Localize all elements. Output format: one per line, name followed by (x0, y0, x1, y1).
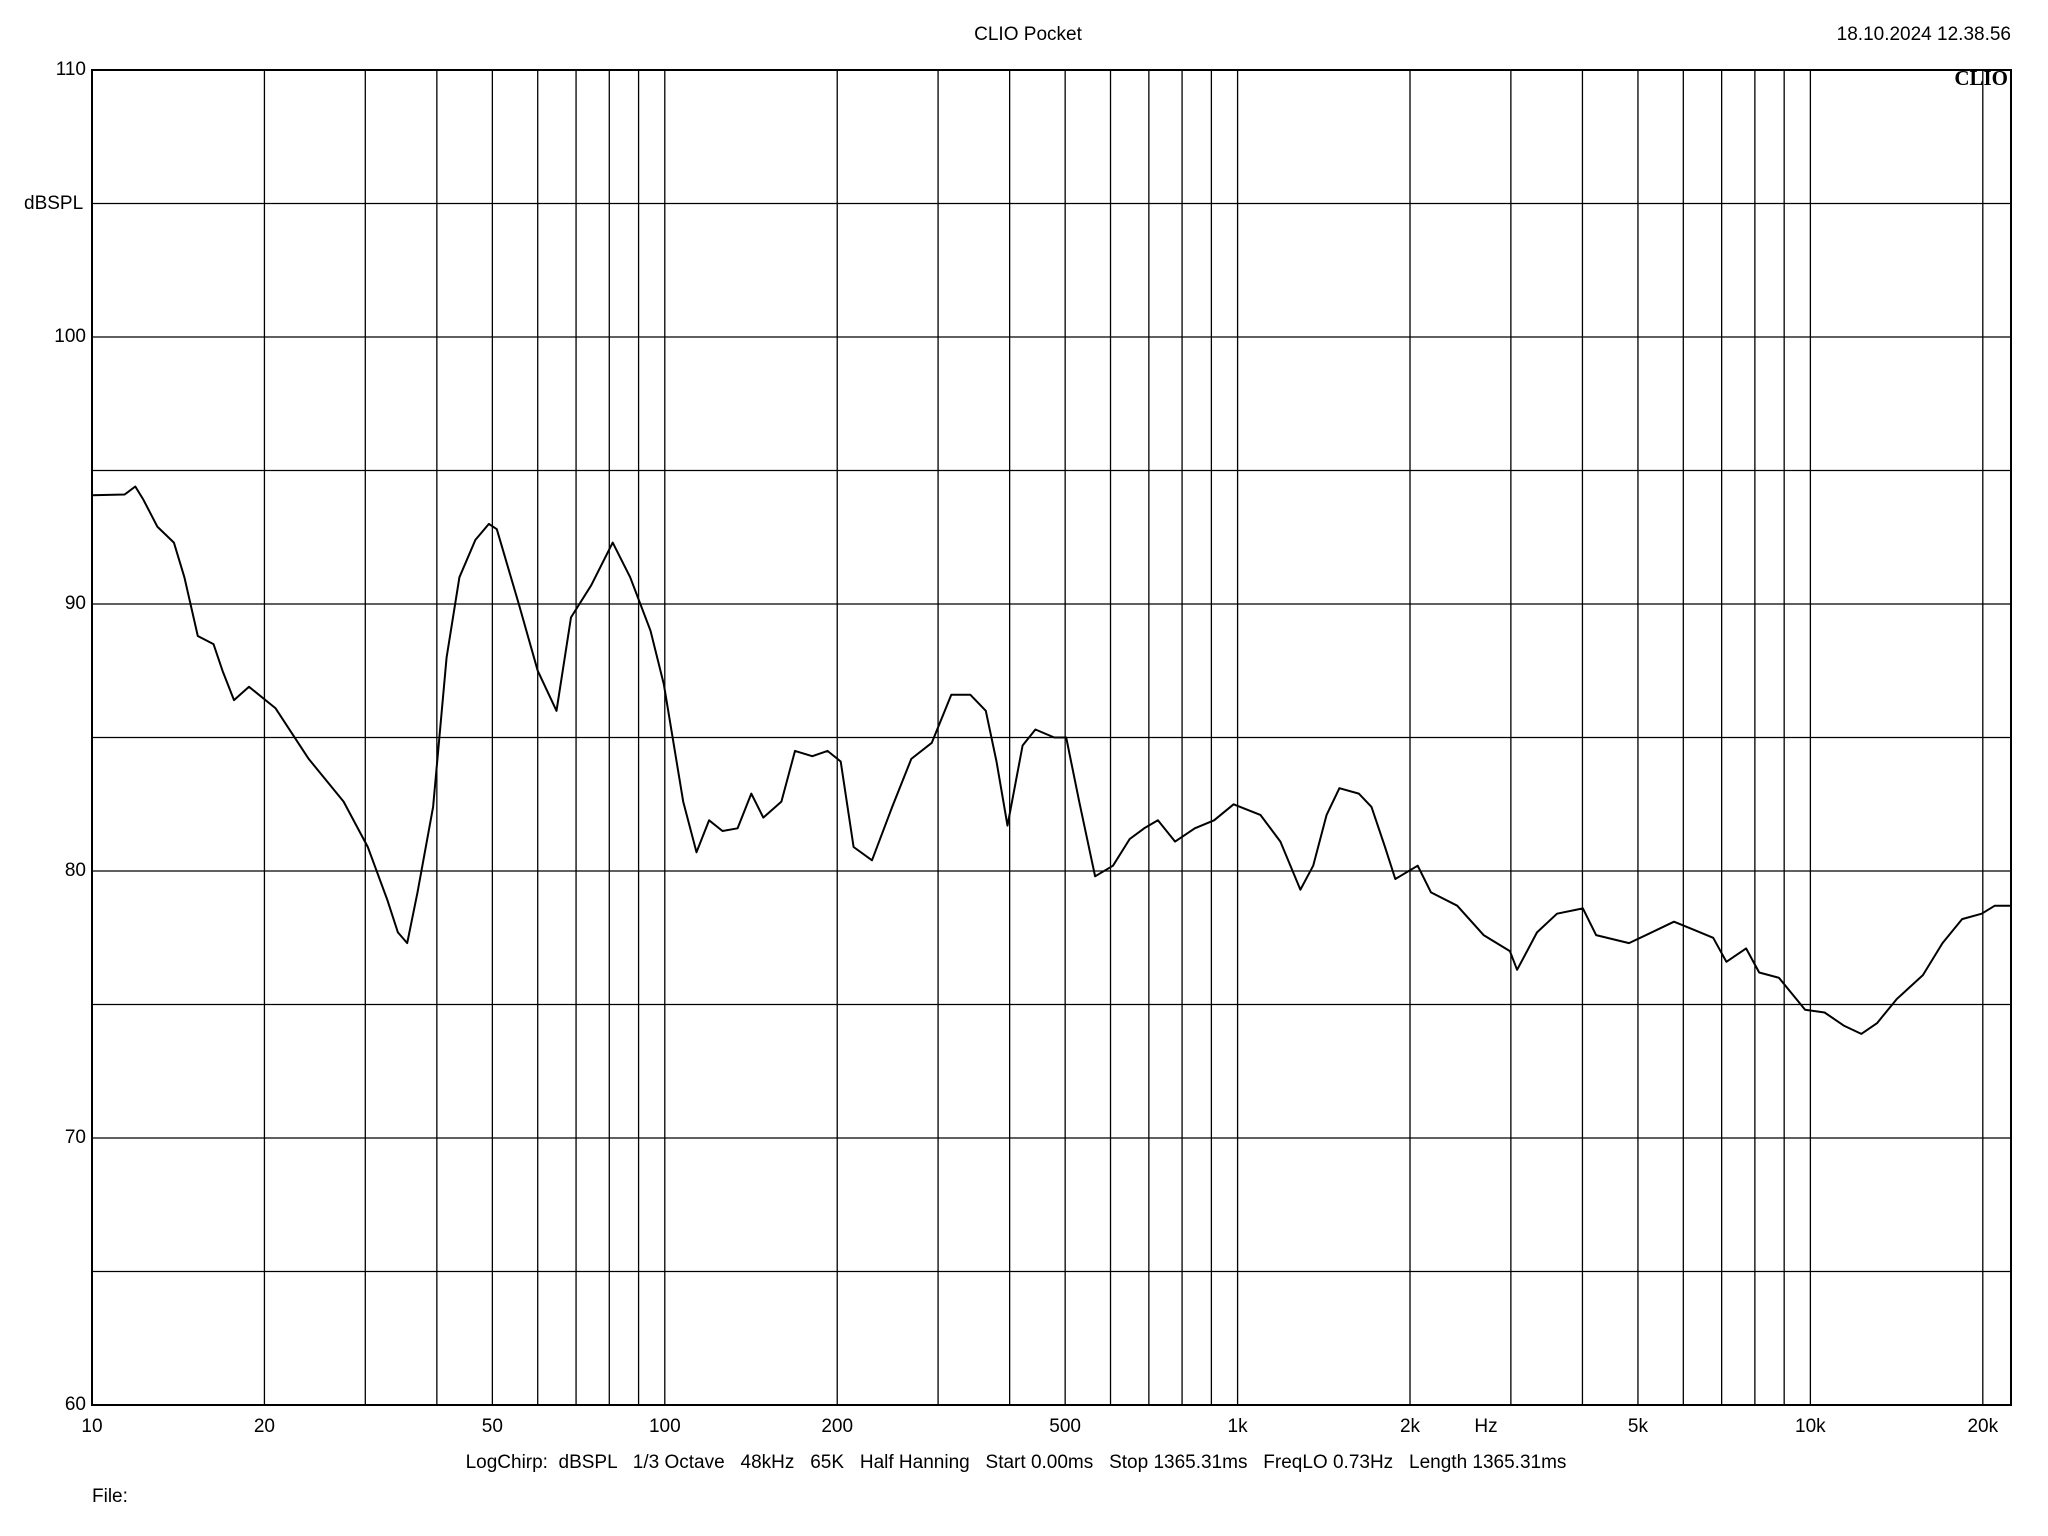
x-tick-label: 10 (81, 1416, 102, 1437)
x-axis-label: Hz (1474, 1416, 1497, 1437)
brand-logo: CLIO (1954, 66, 2008, 90)
x-tick-label: 20 (254, 1416, 275, 1437)
x-tick-label: 50 (482, 1416, 503, 1437)
footer: LogChirp: dBSPL 1/3 Octave 48kHz 65K Hal… (466, 1452, 1567, 1473)
response-line (91, 485, 2011, 1035)
y-tick-label: 70 (65, 1127, 86, 1148)
plot-frame (91, 69, 2012, 1406)
y-tick-label: 90 (65, 593, 86, 614)
y-tick-label: 100 (54, 326, 86, 347)
chart-title: CLIO Pocket (974, 24, 1082, 45)
y-tick-label: 60 (65, 1394, 86, 1415)
x-tick-label: 100 (649, 1416, 681, 1437)
x-tick-label: 500 (1049, 1416, 1081, 1437)
x-tick-label: 1k (1228, 1416, 1249, 1437)
y-tick-label: 80 (65, 860, 86, 881)
timestamp: 18.10.2024 12.38.56 (1837, 24, 2011, 45)
y-axis-label: dBSPL (24, 193, 83, 214)
x-tick-label: 2k (1400, 1416, 1421, 1437)
x-tick-label: 5k (1628, 1416, 1649, 1437)
file-label: File: (92, 1486, 128, 1507)
x-tick-label: 10k (1795, 1416, 1826, 1437)
y-tick-label: 110 (56, 59, 86, 80)
x-tick-label: 20k (1967, 1416, 1998, 1437)
x-tick-label: 200 (821, 1416, 853, 1437)
